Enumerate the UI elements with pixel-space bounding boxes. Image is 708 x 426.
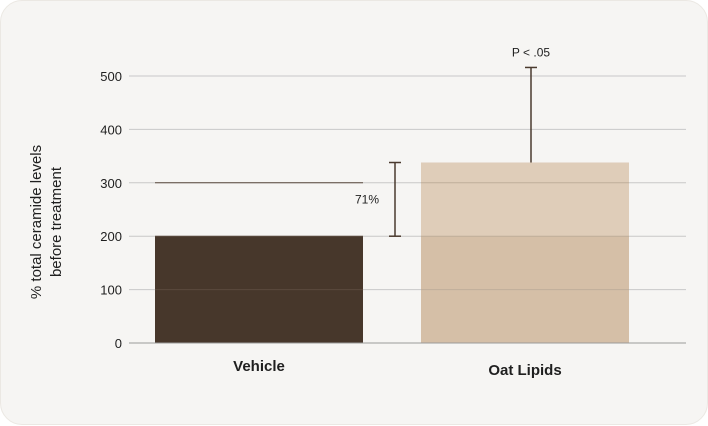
y-tick-label: 300 — [100, 176, 122, 191]
x-axis-categories: Vehicle Oat Lipids — [233, 358, 562, 379]
error-bars — [389, 66, 537, 237]
x-category-label: Oat Lipids — [488, 362, 561, 379]
y-axis-ticks: 0 100 200 300 400 500 — [100, 69, 122, 351]
y-axis-label-line1: % total ceramide levels — [28, 145, 45, 299]
x-category-label: Vehicle — [233, 358, 285, 375]
y-tick-label: 500 — [100, 69, 122, 84]
y-tick-label: 0 — [115, 336, 122, 351]
y-tick-label: 200 — [100, 229, 122, 244]
y-tick-label: 400 — [100, 122, 122, 137]
p-value-annotation: P < .05 — [512, 45, 550, 59]
bars — [155, 162, 629, 343]
percent-increase-label: 71% — [355, 192, 379, 206]
y-axis-label-line2: before treatment — [48, 166, 65, 277]
bar-oat-lipids-highlight — [421, 162, 629, 237]
y-tick-label: 100 — [100, 283, 122, 298]
